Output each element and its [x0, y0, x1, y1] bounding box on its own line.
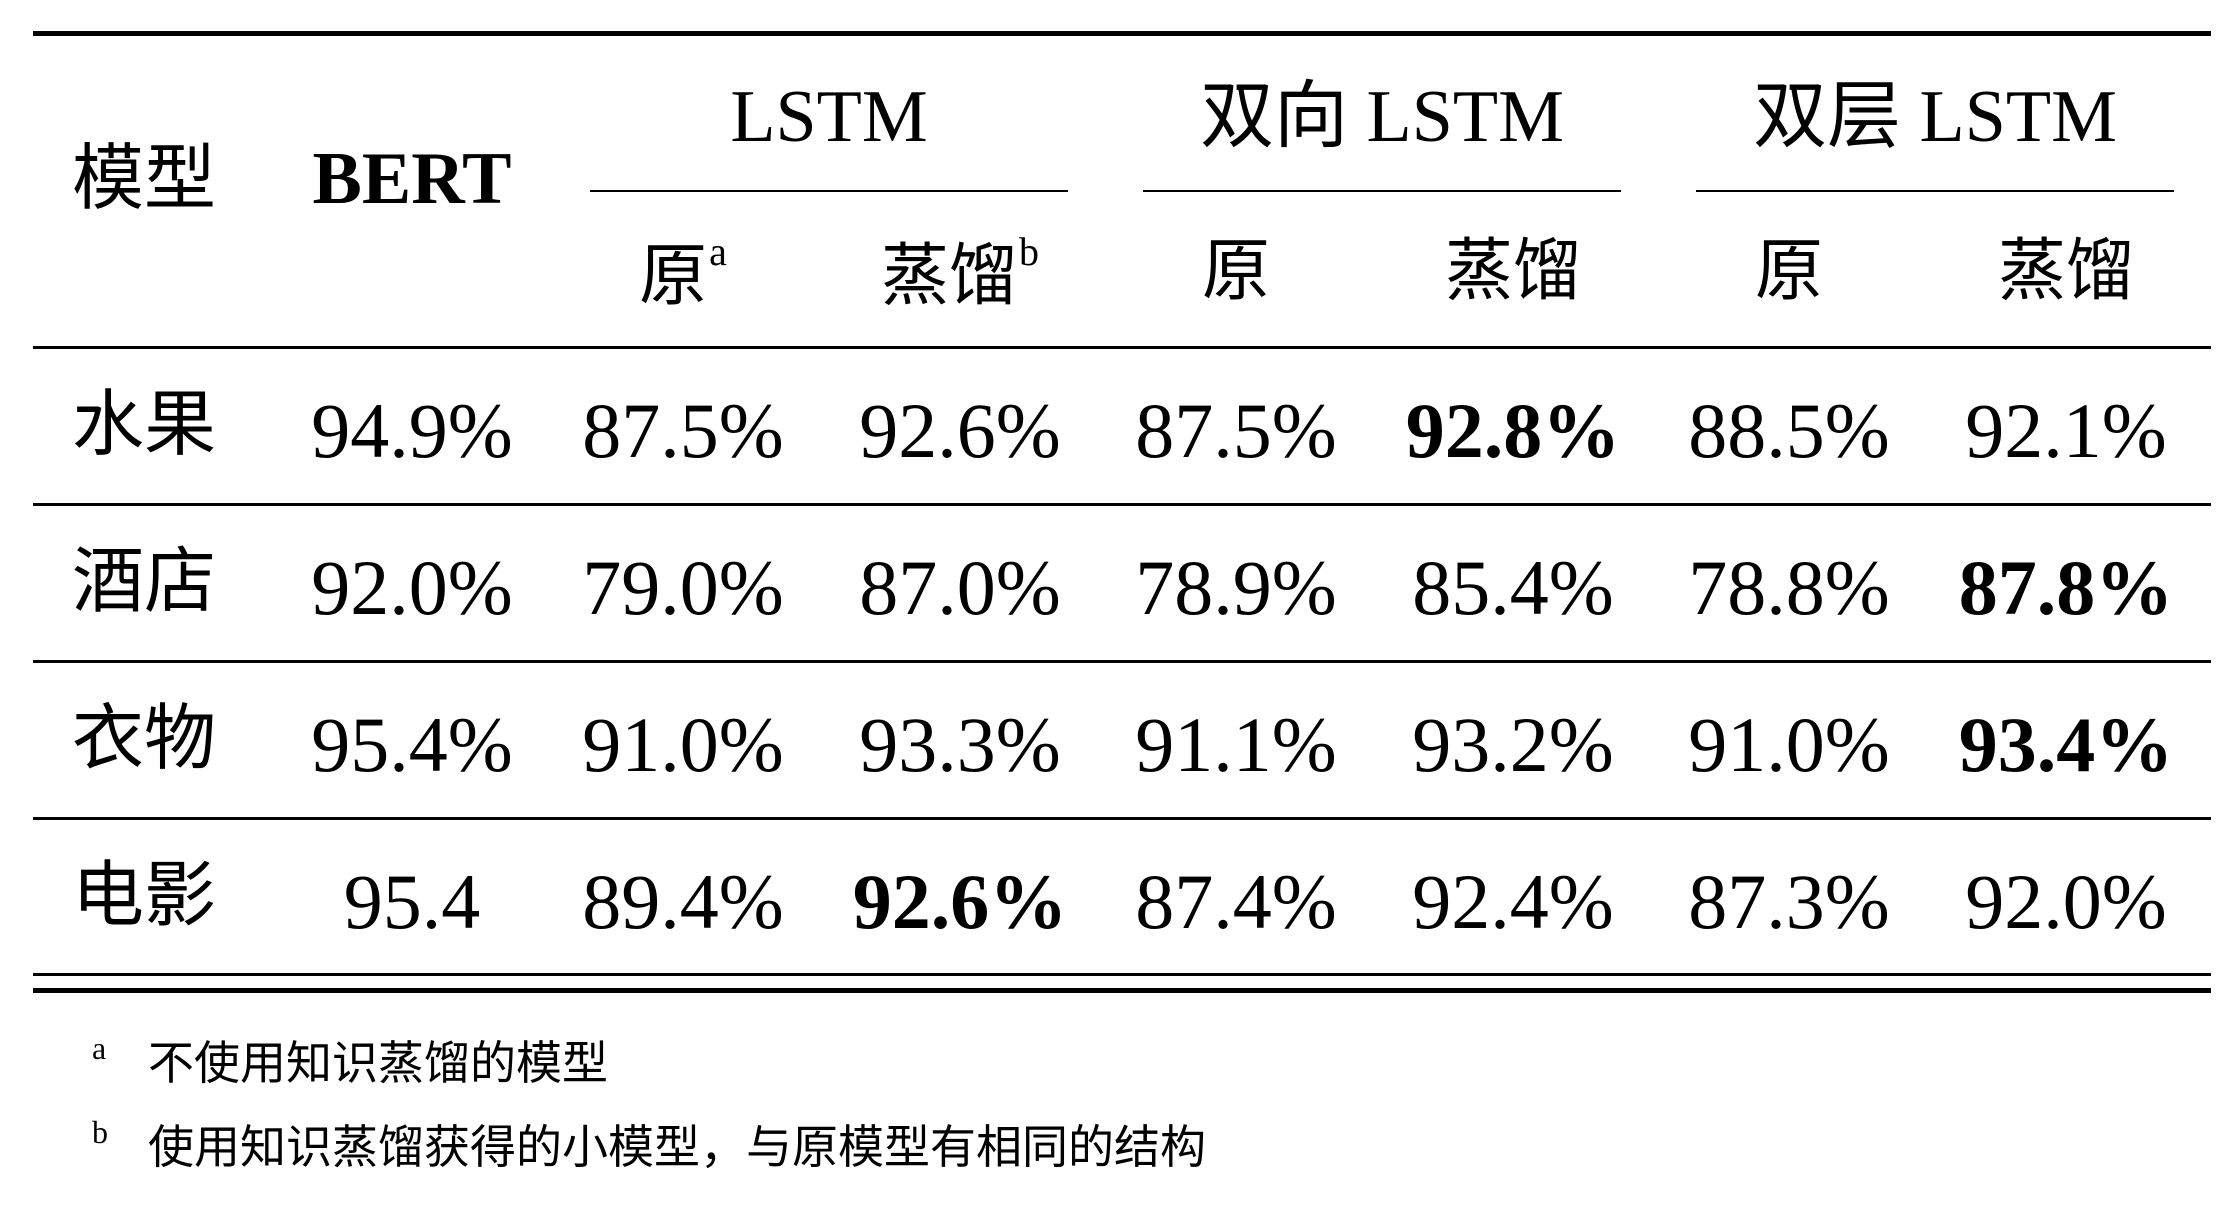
- table-cell: 95.4%: [311, 701, 513, 788]
- subheader-bilstm-orig: 原: [1201, 232, 1270, 311]
- table-cell: 79.0%: [582, 544, 784, 631]
- table-cell: 92.6%: [859, 387, 1061, 474]
- table-cell: 93.4%: [1958, 701, 2174, 788]
- table-cell: 87.3%: [1688, 858, 1890, 945]
- footnote-b: b 使用知识蒸馏获得的小模型，与原模型有相同的结构: [92, 1116, 1206, 1170]
- table-cell: 87.4%: [1135, 858, 1337, 945]
- table-cell: 92.4%: [1412, 858, 1614, 945]
- subheader-bilstm-distill: 蒸馏: [1444, 232, 1581, 311]
- footnote-b-mark: b: [92, 1114, 108, 1150]
- row-label: 酒店: [72, 539, 217, 623]
- footnote-mark-b: b: [1019, 229, 1039, 274]
- subheader-twolayer-orig: 原: [1754, 232, 1823, 311]
- footnote-a-mark: a: [92, 1030, 107, 1066]
- header-rule: [33, 346, 2211, 349]
- header-group-bilstm: 双向 LSTM: [1143, 80, 1621, 154]
- table-cell: 91.1%: [1135, 701, 1337, 788]
- footnote-b-text: 使用知识蒸馏获得的小模型，与原模型有相同的结构: [148, 1120, 1206, 1174]
- row-divider-3: [33, 817, 2211, 820]
- table-cell: 78.9%: [1135, 544, 1337, 631]
- header-group-bilstm-text: 双向 LSTM: [1200, 76, 1564, 158]
- subheader-lstm-distill: 蒸馏b: [820, 232, 1100, 312]
- table-cell: 87.0%: [859, 544, 1061, 631]
- header-group-lstm: LSTM: [730, 76, 928, 158]
- header-group-twolayer-lstm: 双层 LSTM: [1696, 80, 2174, 154]
- header-model: 模型: [72, 136, 217, 220]
- footnote-a-text: 不使用知识蒸馏的模型: [148, 1036, 608, 1090]
- table-cell: 92.6%: [852, 858, 1068, 945]
- table-cell: 92.8%: [1405, 387, 1621, 474]
- table-cell: 87.5%: [582, 387, 784, 474]
- top-rule: [33, 31, 2211, 36]
- subheader-distill-label: 蒸馏: [880, 237, 1017, 316]
- table-cell: 92.0%: [311, 544, 513, 631]
- row-label: 水果: [72, 382, 217, 466]
- bottom-rule-lower: [33, 988, 2211, 993]
- subheader-lstm-orig: 原a: [543, 232, 823, 312]
- table-cell: 92.1%: [1965, 387, 2167, 474]
- table-cell: 87.8%: [1958, 544, 2174, 631]
- table-cell: 85.4%: [1412, 544, 1614, 631]
- table-cell: 91.0%: [582, 701, 784, 788]
- row-divider-2: [33, 660, 2211, 663]
- row-label: 电影: [72, 853, 217, 937]
- footnote-a: a 不使用知识蒸馏的模型: [92, 1032, 608, 1086]
- header-group-twolayer-lstm-text: 双层 LSTM: [1753, 76, 2117, 158]
- table-cell: 87.5%: [1135, 387, 1337, 474]
- lstm-group-rule: [590, 190, 1068, 192]
- table-cell: 93.2%: [1412, 701, 1614, 788]
- twolayer-lstm-group-rule: [1696, 190, 2174, 192]
- header-bert: BERT: [312, 138, 512, 220]
- row-label: 衣物: [72, 696, 217, 780]
- footnote-mark-a: a: [709, 229, 727, 274]
- bilstm-group-rule: [1143, 190, 1621, 192]
- subheader-twolayer-distill: 蒸馏: [1997, 232, 2134, 311]
- subheader-orig-label: 原: [639, 237, 708, 316]
- row-divider-1: [33, 503, 2211, 506]
- table-cell: 95.4: [343, 858, 481, 945]
- table-cell: 94.9%: [311, 387, 513, 474]
- table-cell: 78.8%: [1688, 544, 1890, 631]
- table-cell: 92.0%: [1965, 858, 2167, 945]
- table-cell: 93.3%: [859, 701, 1061, 788]
- table-cell: 89.4%: [582, 858, 784, 945]
- bottom-rule-upper: [33, 973, 2211, 976]
- table-cell: 91.0%: [1688, 701, 1890, 788]
- table-cell: 88.5%: [1688, 387, 1890, 474]
